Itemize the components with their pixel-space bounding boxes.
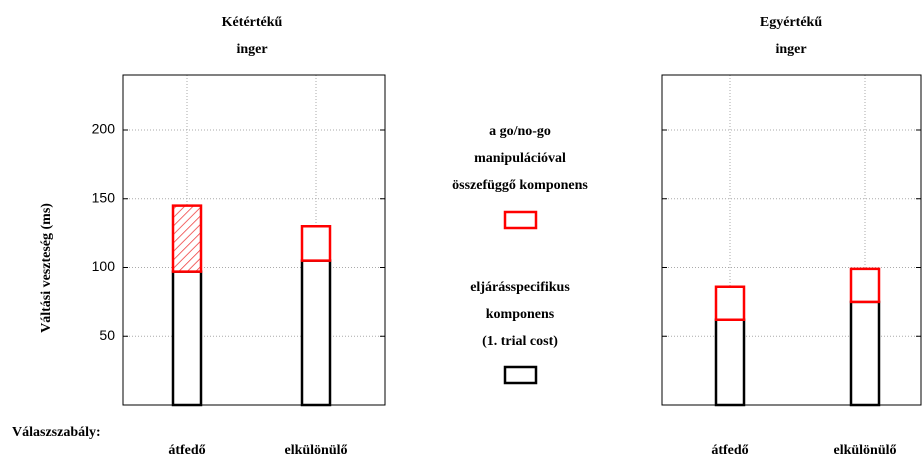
bar-segment [714,285,746,321]
x-tick-label: elkülönülő [833,443,896,458]
y-tick-label: 100 [92,258,116,274]
legend-label: eljárásspecifikus komponens (1. trial co… [470,280,570,349]
x-tick-label: átfedő [711,443,748,458]
bar-segment [300,225,332,262]
legend-swatch [503,210,538,230]
x-tick-label: elkülönülő [284,443,347,458]
y-axis-label: Váltási veszteség (ms) [39,203,54,333]
bar-segment [300,259,332,407]
plot-frame [122,74,386,406]
bar-segment [171,270,203,407]
plot-frame [661,74,922,406]
x-axis-label: Válaszszabály: [12,425,101,440]
panel-title: Egyértékű inger [759,15,823,57]
legend-swatch [503,365,538,385]
bar-segment [849,300,881,407]
bar-segment [714,318,746,407]
legend-label: a go/no-go manipulációval összefüggő kom… [452,124,588,193]
y-tick-label: 50 [99,327,115,343]
y-tick-label: 150 [92,189,116,205]
x-tick-label: átfedő [168,443,205,458]
bar-segment [171,204,203,273]
panel-title: Kétértékű inger [221,15,283,57]
y-tick-label: 200 [92,121,116,137]
bar-segment [849,267,881,304]
